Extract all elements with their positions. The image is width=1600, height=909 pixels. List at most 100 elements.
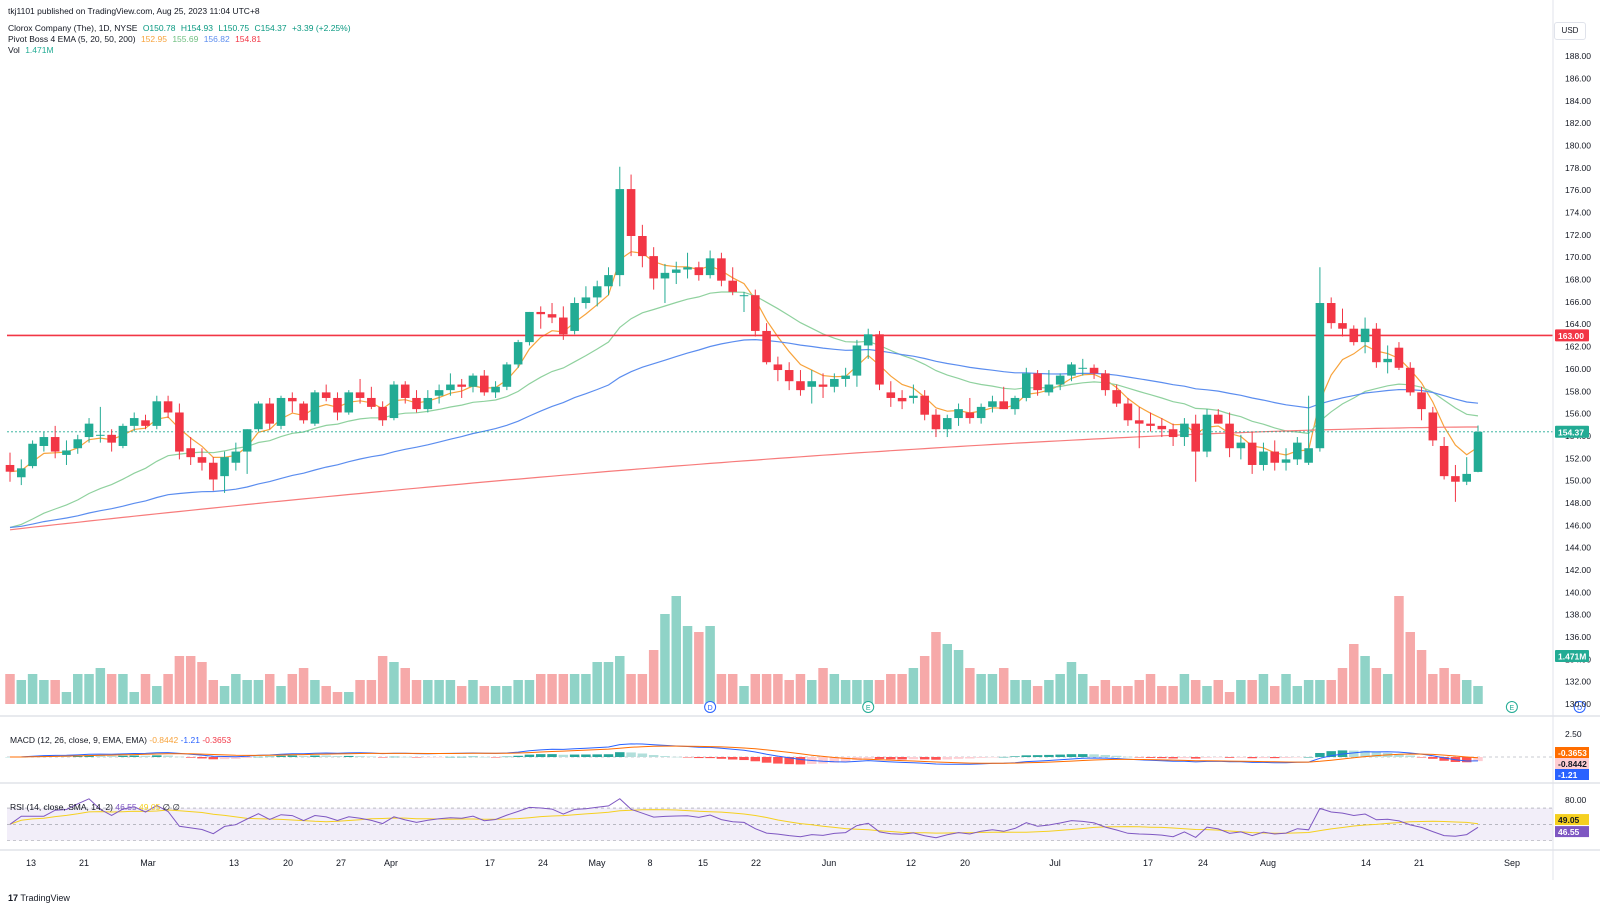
candle-body [570, 303, 579, 331]
candle-body [773, 364, 783, 371]
resistance-price-tag-bg [1555, 329, 1589, 342]
volume-bars [5, 596, 1483, 704]
event-marker[interactable] [704, 701, 717, 713]
event-marker[interactable] [1505, 701, 1518, 713]
candle-body [751, 295, 760, 331]
event-marker[interactable] [862, 701, 875, 713]
macd-histogram-bar [761, 757, 772, 763]
price-axis[interactable]: 188.00 186.00 184.00 182.00 180.00 178.00 176.… [1552, 0, 1591, 880]
macd-histogram-bar [129, 755, 139, 757]
candle-body [807, 381, 817, 387]
volume-bar [332, 692, 343, 704]
candle-body [208, 462, 218, 480]
macd-histogram-bar [140, 755, 151, 757]
candle-body [1134, 420, 1144, 424]
volume-bar [908, 668, 919, 704]
macd-histogram-bar [468, 756, 478, 758]
volume-bar [231, 674, 241, 704]
candle-body [197, 457, 207, 463]
macd-pane[interactable] [5, 743, 1553, 765]
candle-body [1326, 303, 1336, 324]
volume-bar [434, 680, 444, 704]
candle-body [231, 451, 241, 463]
candle-body [705, 258, 715, 276]
volume-bar [1371, 668, 1382, 704]
macd-tag-bg [1555, 747, 1589, 758]
ohlc-high: H154.93 [180, 23, 213, 33]
price-tick-label: 184.00 [1565, 96, 1591, 106]
macd-histogram-bar [163, 755, 173, 757]
rsi-pane[interactable] [7, 798, 1553, 841]
macd-histogram-bar [750, 757, 761, 762]
macd-histogram-bar [490, 757, 501, 758]
candle-body [254, 403, 263, 430]
volume-bar [942, 644, 953, 704]
candle-body [1213, 414, 1223, 424]
volume-bar [897, 674, 907, 704]
macd-histogram-bar [411, 757, 422, 758]
volume-bar [1292, 686, 1303, 704]
macd-histogram-bar [1157, 757, 1167, 759]
macd-histogram-bar [479, 756, 490, 758]
volume-bar [784, 680, 794, 704]
candle-body [536, 311, 546, 315]
price-tick-label: 182.00 [1565, 118, 1591, 128]
macd-histogram-bar [174, 756, 185, 758]
macd-histogram-bar [1315, 752, 1325, 757]
volume-bar [1473, 686, 1483, 704]
resistance-price-tag: 163.00 [1558, 331, 1584, 341]
candle-body [129, 418, 139, 426]
macd-histogram-bar [400, 756, 410, 758]
publish-info: tkj1101 published on TradingView.com, Au… [8, 6, 260, 16]
volume-bar [705, 626, 715, 704]
candle-body [367, 397, 376, 407]
volume-bar [219, 686, 230, 704]
candle-body [1101, 373, 1110, 391]
macd-histogram-bar [987, 757, 998, 758]
macd-histogram-bar [321, 755, 331, 757]
candle-body [1078, 367, 1088, 369]
macd-histogram-bar [1416, 757, 1427, 758]
price-tick-label: 158.00 [1565, 386, 1591, 396]
price-tick-label: 186.00 [1565, 74, 1591, 84]
candle-body [310, 392, 320, 424]
candle-body [581, 297, 591, 304]
candle-body [1180, 423, 1189, 438]
time-axis[interactable]: 13 21 Mar 13 20 27 Apr 17 24 May 8 15 22 Jun 12 20 Jul 17… [26, 858, 1520, 868]
macd-histogram-bar [1179, 757, 1190, 759]
candle-body [344, 392, 354, 413]
volume-price-tag: 1.471M [1558, 652, 1586, 662]
last-price-tag-bg [1555, 425, 1589, 438]
macd-histogram-bar [1145, 757, 1156, 758]
macd-histogram-bar [1326, 751, 1336, 757]
volume-bar [197, 662, 207, 704]
volume-bar [682, 626, 693, 704]
candle-body [886, 392, 896, 398]
tradingview-logo[interactable]: 17 TradingView [8, 893, 70, 903]
volume-bar [919, 656, 930, 704]
currency-button[interactable]: USD [1554, 22, 1586, 40]
volume-bar [558, 674, 569, 704]
tradingview-mark: 17 [8, 893, 19, 903]
volume-bar [1089, 686, 1099, 704]
volume-bar [1428, 674, 1438, 704]
volume-bar [1349, 644, 1359, 704]
candle-body [1338, 323, 1347, 329]
candle-body [242, 429, 252, 452]
candle-body [1247, 442, 1257, 465]
time-tick-label: Apr [384, 858, 398, 868]
macd-histogram-bar [615, 752, 625, 757]
event-marker[interactable] [1573, 701, 1586, 713]
volume-bar [1360, 656, 1370, 704]
ema200-line [9, 426, 1478, 531]
volume-bar [1134, 680, 1144, 704]
volume-bar [535, 674, 546, 704]
volume-bar [852, 680, 862, 704]
candle-body [683, 267, 692, 270]
macd-histogram-bar [1258, 757, 1269, 759]
price-tick-label: 146.00 [1565, 520, 1591, 530]
price-tick-label: 136.00 [1565, 632, 1591, 642]
volume-bar [73, 674, 83, 704]
